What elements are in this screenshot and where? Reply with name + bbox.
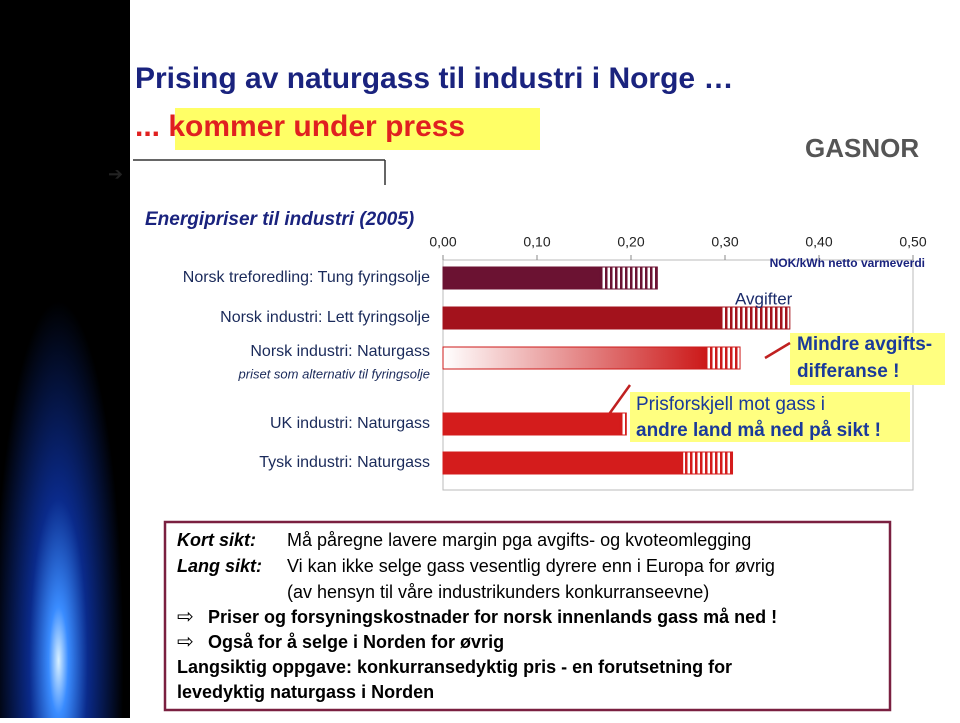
annotation-bg [790, 333, 945, 385]
category-label: Norsk treforedling: Tung fyringsolje [183, 269, 430, 286]
bar-segment [704, 346, 741, 370]
bar-segment [599, 266, 658, 290]
axis-label: NOK/kWh netto varmeverdi [770, 256, 925, 270]
bar-segment [682, 451, 734, 475]
box-line: Kort sikt: Må påregne lavere margin pga a… [177, 530, 751, 550]
category-label: Norsk industri: Naturgass [250, 343, 430, 360]
bar-segment [442, 346, 706, 370]
box-text: Langsiktig oppgave: konkurransedyktig pr… [177, 657, 732, 677]
box-text: Også for å selge i Norden for øvrig [208, 632, 504, 652]
x-tick-label: 0,50 [899, 234, 926, 250]
flame-image [0, 0, 130, 718]
box-line: Lang sikt: Vi kan ikke selge gass vesentl… [177, 556, 775, 576]
category-label: Tysk industri: Naturgass [259, 454, 430, 471]
annotation-bg [630, 392, 910, 442]
bullet: ⇨ [177, 631, 194, 653]
bar-segment [442, 412, 621, 436]
annotation: Mindre avgifts- [797, 334, 932, 355]
box-text: levedyktig naturgass i Norden [177, 682, 434, 702]
box-text: Priser og forsyningskostnader for norsk … [208, 607, 777, 627]
box-text: Vi kan ikke selge gass vesentlig dyrere … [287, 556, 775, 576]
x-tick-label: 0,00 [429, 234, 456, 250]
box-line: ⇨ Også for å selge i Norden for øvrig [177, 631, 504, 653]
arrow-line [764, 341, 791, 360]
arrow: ➔ [108, 164, 123, 184]
highlight [175, 108, 540, 150]
x-tick-label: 0,20 [617, 234, 644, 250]
bar-segment [442, 266, 601, 290]
box-text: (av hensyn til våre industrikunders konk… [287, 582, 709, 602]
annotation: differanse ! [797, 361, 899, 382]
x-tick-label: 0,30 [711, 234, 738, 250]
plot [442, 266, 791, 475]
x-tick-label: 0,10 [523, 234, 550, 250]
box-label: Kort sikt: [177, 530, 256, 550]
arrow-line [605, 384, 632, 418]
box-line: ⇨ Priser og forsyningskostnader for norsk… [177, 606, 777, 628]
slide-title: Prising av naturgass til industri i Norg… [135, 62, 733, 95]
box-text: Kort sikt: Må påregne lavere margin pga a… [177, 530, 777, 702]
bar-segment [442, 306, 721, 330]
chart-title: Energipriser til industri (2005) [145, 209, 414, 230]
x-tick-label: 0,40 [805, 234, 832, 250]
box-line: levedyktig naturgass i Norden [177, 682, 434, 702]
category-note: priset som alternativ til fyringsolje [238, 366, 430, 381]
logo: GASNOR [805, 133, 919, 163]
box-line: (av hensyn til våre industrikunders konk… [287, 582, 709, 602]
bullet: ⇨ [177, 606, 194, 628]
annotation: Prisforskjell mot gass i [636, 394, 825, 415]
box-text: Må påregne lavere margin pga avgifts- og… [287, 530, 751, 550]
category-label: Norsk industri: Lett fyringsolje [220, 309, 430, 326]
annotation: andre land må ned på sikt ! [636, 420, 881, 441]
box-label: Lang sikt: [177, 556, 262, 576]
annotation: Avgifter [735, 289, 793, 308]
bar-segment [619, 412, 627, 436]
bar-segment [719, 306, 791, 330]
category-label: UK industri: Naturgass [270, 415, 430, 432]
bar-segment [442, 451, 684, 475]
slide-subtitle: ... kommer under press [135, 110, 465, 143]
text-box [163, 520, 892, 712]
box-line: Langsiktig oppgave: konkurransedyktig pr… [177, 657, 732, 677]
